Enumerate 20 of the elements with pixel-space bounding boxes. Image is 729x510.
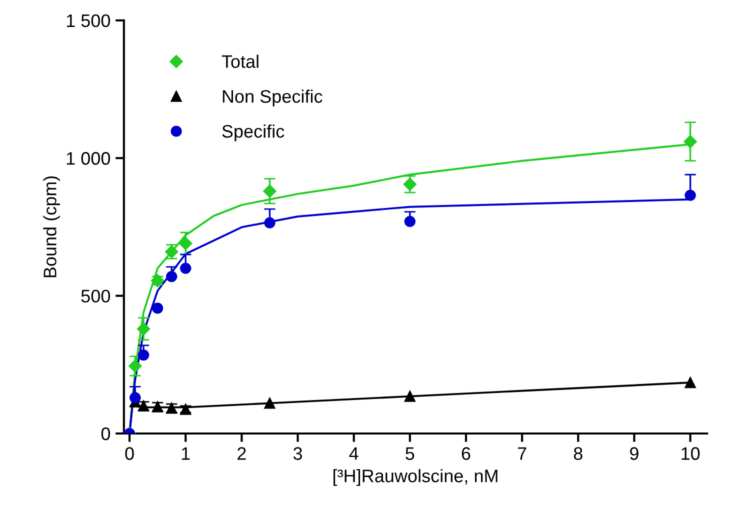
x-tick-label: 9 [630,447,638,460]
x-tick-label: 1 [182,447,190,460]
legend-label: Total [222,54,258,68]
x-tick-label: 5 [406,447,414,460]
x-tick-label: 2 [238,447,246,460]
y-tick-label: 500 [81,290,110,303]
x-tick-label: 3 [293,447,302,460]
x-tick-label: 8 [574,447,582,460]
x-axis-title: [³H]Rauwolscine, nM [334,469,498,486]
x-tick-label: 6 [462,447,470,460]
legend-label: Non Specific [222,90,322,106]
y-tick-label: 1 000 [66,152,110,165]
y-tick-label: 1 500 [66,14,110,28]
y-tick-label: 0 [101,427,110,440]
x-tick-label: 7 [518,447,526,460]
x-tick-label: 0 [125,447,134,460]
legend-label: Specific [222,124,284,142]
x-tick-label: 10 [682,447,700,460]
x-tick-label: 4 [349,447,358,460]
y-axis-title: Bound (cpm) [43,176,60,278]
